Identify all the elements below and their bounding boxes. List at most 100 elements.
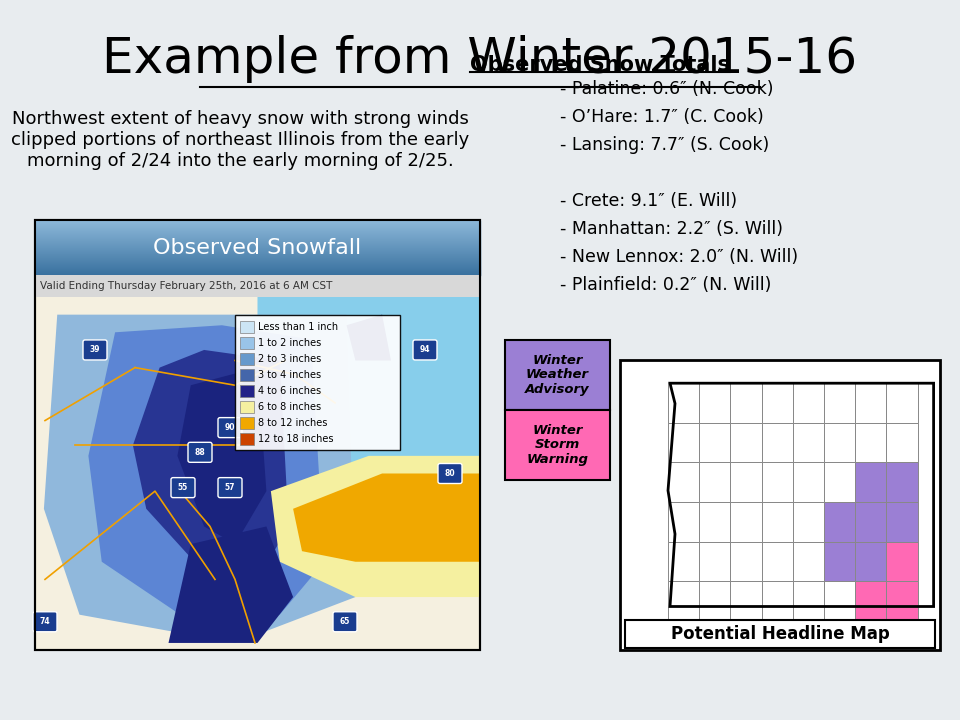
Text: - Crete: 9.1″ (E. Will): - Crete: 9.1″ (E. Will) <box>560 192 737 210</box>
Bar <box>625 620 935 648</box>
Bar <box>699 502 731 541</box>
Bar <box>699 541 731 581</box>
Bar <box>699 423 731 462</box>
Bar <box>855 502 886 541</box>
Bar <box>668 581 699 621</box>
Text: 6 to 8 inches: 6 to 8 inches <box>258 402 322 412</box>
Text: 65: 65 <box>340 617 350 626</box>
Bar <box>240 433 254 445</box>
Bar <box>731 462 761 502</box>
Bar <box>824 423 855 462</box>
Text: 1 to 2 inches: 1 to 2 inches <box>258 338 322 348</box>
Bar <box>761 423 793 462</box>
Text: 4 to 6 inches: 4 to 6 inches <box>258 386 322 396</box>
Text: - Manhattan: 2.2″ (S. Will): - Manhattan: 2.2″ (S. Will) <box>560 220 783 238</box>
Bar <box>886 423 918 462</box>
Text: Observed Snowfall: Observed Snowfall <box>154 238 362 258</box>
FancyBboxPatch shape <box>413 340 437 360</box>
Bar <box>240 320 254 333</box>
FancyBboxPatch shape <box>83 340 107 360</box>
Bar <box>240 353 254 364</box>
Bar <box>240 369 254 381</box>
Bar <box>824 462 855 502</box>
Text: 90: 90 <box>225 423 235 432</box>
Text: 12 to 18 inches: 12 to 18 inches <box>258 433 334 444</box>
Text: 3 to 4 inches: 3 to 4 inches <box>258 369 322 379</box>
Bar <box>668 383 699 423</box>
FancyBboxPatch shape <box>218 477 242 498</box>
Bar <box>855 462 886 502</box>
Bar <box>668 462 699 502</box>
Bar <box>668 541 699 581</box>
Bar <box>35 275 480 297</box>
Bar <box>235 315 400 450</box>
Bar <box>793 541 824 581</box>
Bar <box>505 410 610 480</box>
Bar <box>620 360 940 650</box>
FancyBboxPatch shape <box>438 464 462 484</box>
Bar <box>824 541 855 581</box>
FancyBboxPatch shape <box>33 612 57 631</box>
Bar <box>793 502 824 541</box>
Text: Example from Winter 2015-16: Example from Winter 2015-16 <box>103 35 857 83</box>
Polygon shape <box>257 297 480 491</box>
Bar <box>35 220 480 650</box>
Bar <box>699 581 731 621</box>
Bar <box>699 383 731 423</box>
Bar <box>668 502 699 541</box>
Text: - Plainfield: 0.2″ (N. Will): - Plainfield: 0.2″ (N. Will) <box>560 276 772 294</box>
Bar <box>761 581 793 621</box>
Text: 39: 39 <box>89 346 100 354</box>
Bar <box>731 502 761 541</box>
Text: 55: 55 <box>178 483 188 492</box>
Bar <box>240 400 254 413</box>
Text: 80: 80 <box>444 469 455 478</box>
Bar <box>699 462 731 502</box>
Text: Potential Headline Map: Potential Headline Map <box>671 625 889 643</box>
Bar <box>793 383 824 423</box>
Polygon shape <box>132 350 289 580</box>
Bar <box>731 581 761 621</box>
Bar <box>761 383 793 423</box>
Bar <box>731 383 761 423</box>
Text: 57: 57 <box>225 483 235 492</box>
Bar <box>240 417 254 428</box>
Bar <box>731 541 761 581</box>
Bar <box>505 340 610 410</box>
Bar <box>855 581 886 621</box>
FancyBboxPatch shape <box>188 442 212 462</box>
Text: - O’Hare: 1.7″ (C. Cook): - O’Hare: 1.7″ (C. Cook) <box>560 108 764 126</box>
Bar <box>855 423 886 462</box>
Bar <box>886 581 918 621</box>
Bar <box>886 541 918 581</box>
Polygon shape <box>178 368 266 544</box>
Text: 74: 74 <box>39 617 50 626</box>
Bar <box>761 462 793 502</box>
Text: 88: 88 <box>195 448 205 456</box>
FancyBboxPatch shape <box>171 477 195 498</box>
Bar <box>855 383 886 423</box>
Bar <box>761 541 793 581</box>
Text: Observed Snow Totals: Observed Snow Totals <box>470 55 730 75</box>
Text: 94: 94 <box>420 346 430 354</box>
Bar <box>824 581 855 621</box>
Polygon shape <box>293 474 480 562</box>
Polygon shape <box>44 315 355 643</box>
Polygon shape <box>169 526 293 643</box>
Text: 2 to 3 inches: 2 to 3 inches <box>258 354 322 364</box>
Text: Winter
Weather
Advisory: Winter Weather Advisory <box>525 354 589 397</box>
Bar <box>731 423 761 462</box>
Text: Winter
Storm
Warning: Winter Storm Warning <box>526 423 588 467</box>
Bar <box>886 383 918 423</box>
Text: - New Lennox: 2.0″ (N. Will): - New Lennox: 2.0″ (N. Will) <box>560 248 798 266</box>
Polygon shape <box>347 315 391 361</box>
Bar <box>886 502 918 541</box>
Bar <box>793 462 824 502</box>
Bar <box>240 337 254 348</box>
Bar <box>668 423 699 462</box>
Text: - Palatine: 0.6″ (N. Cook): - Palatine: 0.6″ (N. Cook) <box>560 80 774 98</box>
Bar <box>793 581 824 621</box>
Text: Less than 1 inch: Less than 1 inch <box>258 322 338 332</box>
Text: Valid Ending Thursday February 25th, 2016 at 6 AM CST: Valid Ending Thursday February 25th, 201… <box>40 281 332 291</box>
Text: Northwest extent of heavy snow with strong winds
clipped portions of northeast I: Northwest extent of heavy snow with stro… <box>11 110 469 170</box>
